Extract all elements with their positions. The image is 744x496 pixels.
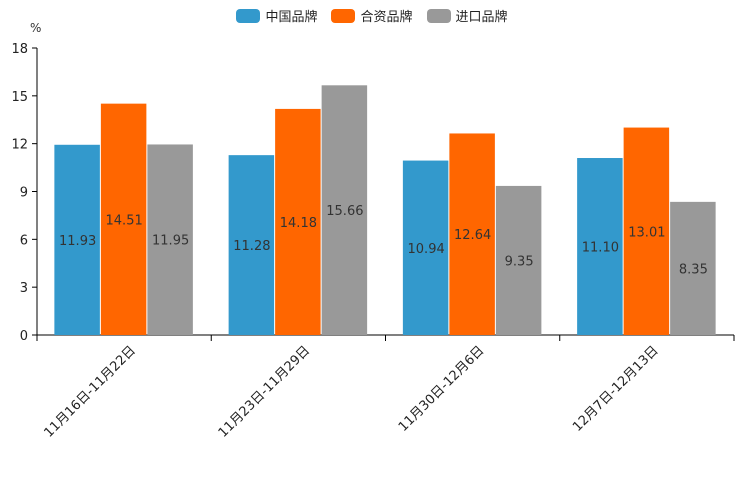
bar	[54, 144, 100, 335]
legend-item-joint-venture-brand[interactable]: 合资品牌	[331, 6, 413, 25]
bar	[147, 144, 193, 335]
legend-label-china-brand: 中国品牌	[265, 10, 318, 25]
bar-value-label: 12.64	[454, 228, 491, 243]
bar	[623, 127, 670, 335]
legend: 中国品牌 合资品牌 进口品牌	[0, 6, 744, 25]
bar-value-label: 11.95	[152, 234, 189, 249]
bar	[402, 160, 449, 335]
y-tick-label: 15	[11, 90, 28, 105]
bar-value-label: 11.93	[59, 234, 96, 249]
legend-label-joint-venture-brand: 合资品牌	[360, 10, 413, 25]
bar-value-label: 8.35	[679, 262, 708, 277]
bar	[100, 103, 147, 335]
bar-value-label: 10.94	[408, 242, 445, 257]
x-tick-label: 11月30日-12月6日	[396, 343, 488, 435]
legend-item-imported-brand[interactable]: 进口品牌	[426, 6, 508, 25]
y-tick-label: 12	[11, 138, 28, 153]
bar-value-label: 15.66	[326, 204, 363, 219]
y-tick-label: 3	[20, 281, 28, 296]
x-tick-label: 12月7日-12月13日	[570, 343, 662, 435]
bar	[670, 201, 716, 335]
bar-value-label: 13.01	[628, 225, 665, 240]
bar-value-label: 14.51	[106, 213, 143, 228]
y-tick-label: 9	[20, 186, 28, 201]
y-tick-label: 18	[11, 42, 28, 57]
y-tick-label: 6	[20, 233, 28, 248]
legend-label-imported-brand: 进口品牌	[455, 10, 508, 25]
bar	[321, 85, 368, 335]
bar	[495, 185, 542, 335]
bar-value-label: 14.18	[280, 216, 317, 231]
bar	[275, 108, 321, 335]
legend-swatch-china-brand	[236, 8, 261, 23]
legend-swatch-imported-brand	[426, 8, 451, 23]
bar	[577, 158, 623, 335]
bar-value-label: 9.35	[505, 254, 534, 269]
bar	[228, 155, 275, 335]
y-axis-unit: %	[30, 21, 42, 35]
x-tick-label: 11月16日-11月22日	[41, 343, 138, 440]
bar	[449, 133, 495, 335]
legend-item-china-brand[interactable]: 中国品牌	[236, 6, 317, 25]
bar-value-label: 11.10	[582, 241, 619, 256]
y-tick-label: 0	[20, 329, 28, 344]
x-tick-label: 11月23日-11月29日	[216, 343, 313, 440]
legend-swatch-joint-venture-brand	[331, 8, 356, 23]
bar-value-label: 11.28	[233, 239, 270, 254]
